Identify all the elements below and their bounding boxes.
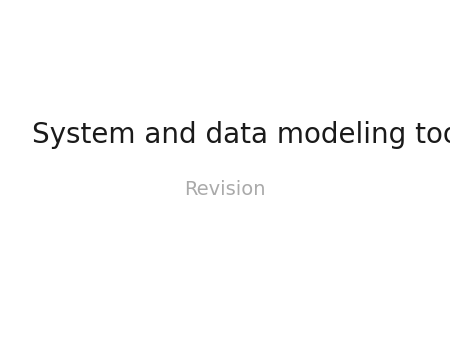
Text: System and data modeling tools: System and data modeling tools <box>32 121 450 149</box>
Text: Revision: Revision <box>184 180 266 199</box>
